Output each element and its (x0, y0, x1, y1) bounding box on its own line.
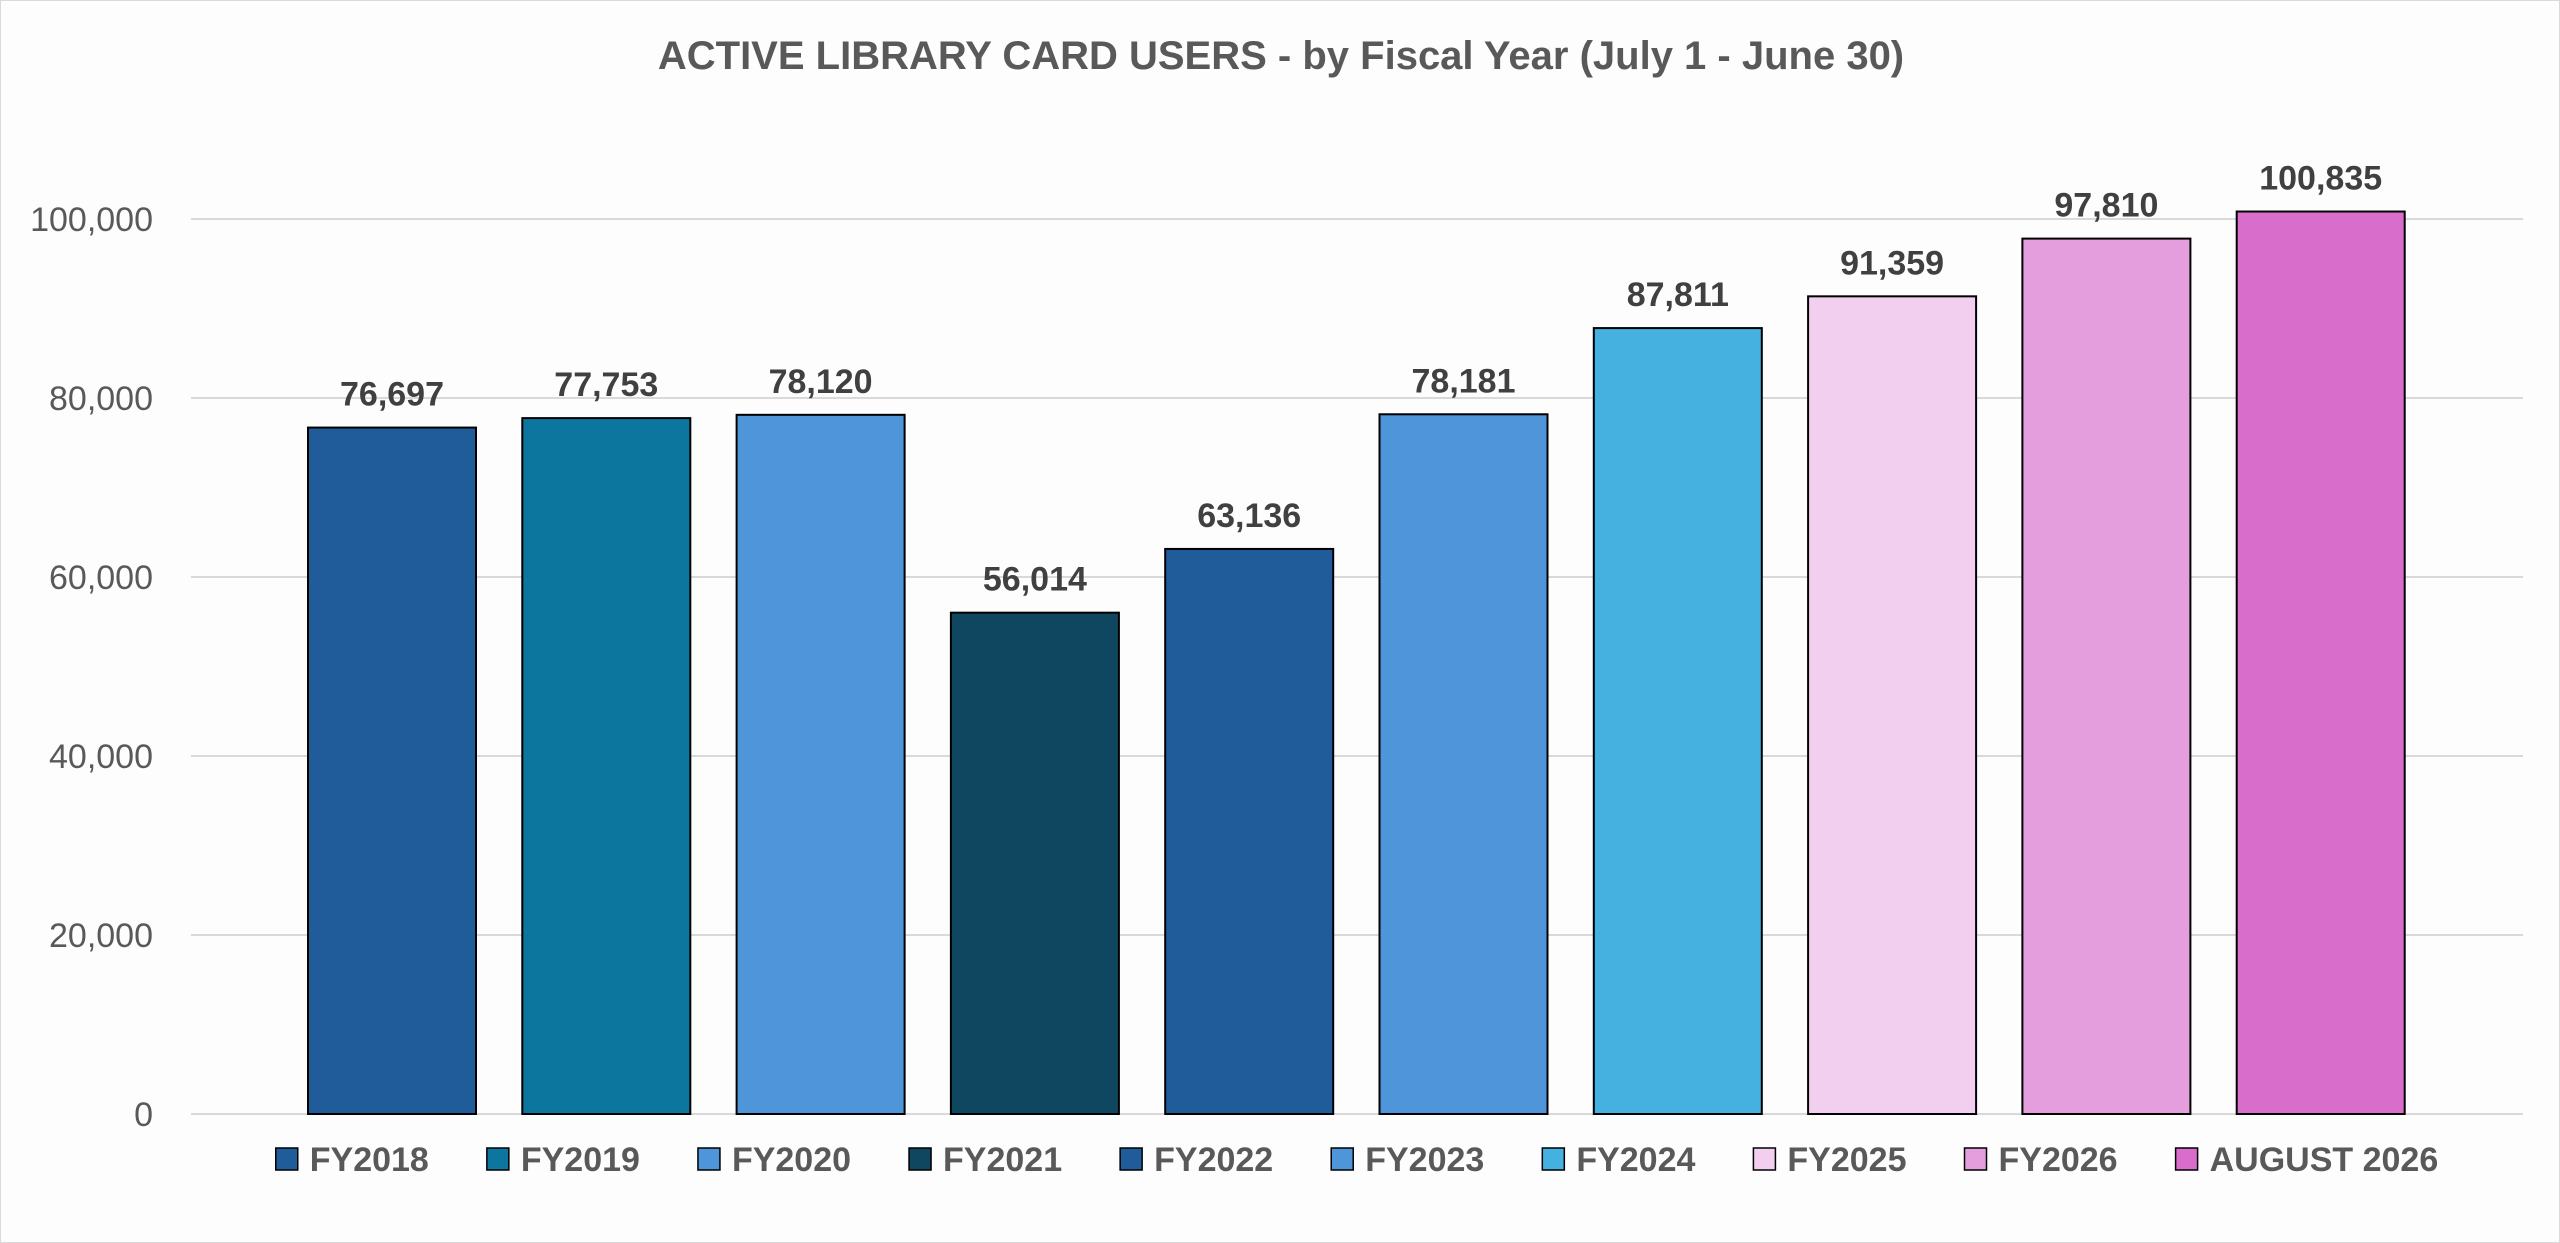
bar-fy2023 (1378, 413, 1549, 1116)
bar-fy2021 (949, 611, 1120, 1115)
chart-title: ACTIVE LIBRARY CARD USERS - by Fiscal Ye… (658, 34, 1904, 78)
bar-fy2026 (2021, 237, 2192, 1115)
bar-fy2019 (521, 417, 692, 1115)
legend-label: FY2020 (732, 1141, 851, 1179)
bar-fy2025 (1807, 295, 1978, 1115)
legend-label: FY2026 (1999, 1141, 2118, 1179)
legend-swatch (486, 1147, 510, 1171)
legend-label: FY2024 (1576, 1141, 1695, 1179)
data-label: 56,014 (983, 561, 1087, 599)
bar-fy2024 (1592, 327, 1763, 1115)
data-label: 78,181 (1412, 362, 1516, 400)
data-labels: 76,697 77,753 78,120 56,014 63,136 78,181 87,8… (340, 160, 2382, 599)
data-label: 87,811 (1627, 276, 1729, 314)
y-tick-label: 80,000 (49, 380, 153, 418)
data-label: 97,810 (2054, 187, 2158, 225)
bar-fy2022 (1164, 547, 1335, 1115)
legend-swatch (697, 1147, 721, 1171)
data-label: 91,359 (1840, 244, 1944, 282)
legend-swatch (1963, 1147, 1988, 1171)
legend: FY2018 FY2019 FY2020 FY2021 FY2022 FY2023 FY20… (275, 1141, 2439, 1179)
data-label: 100,835 (2259, 160, 2382, 198)
legend-label: FY2025 (1787, 1141, 1906, 1179)
legend-label: FY2019 (521, 1141, 640, 1179)
bar-august-2026 (2235, 210, 2406, 1116)
legend-swatch (908, 1147, 932, 1171)
y-axis: 0 20,000 40,000 60,000 80,000 100,000 (30, 201, 153, 1134)
legend-label: FY2023 (1365, 1141, 1484, 1179)
data-label: 77,753 (554, 366, 658, 404)
legend-label: AUGUST 2026 (2210, 1141, 2439, 1179)
bar-fy2018 (307, 426, 477, 1116)
legend-label: FY2021 (943, 1141, 1062, 1179)
y-tick-label: 40,000 (49, 738, 153, 776)
legend-swatch (1330, 1147, 1354, 1171)
bars (307, 210, 2406, 1116)
y-tick-label: 60,000 (49, 559, 153, 597)
legend-swatch (275, 1147, 299, 1171)
y-tick-label: 20,000 (49, 917, 153, 955)
legend-swatch (1119, 1147, 1143, 1171)
data-label: 78,120 (769, 363, 873, 401)
legend-label: FY2018 (310, 1141, 429, 1179)
y-tick-label: 0 (134, 1096, 153, 1134)
legend-swatch (1541, 1147, 1566, 1171)
y-tick-label: 100,000 (30, 201, 153, 239)
data-label: 76,697 (340, 376, 444, 414)
legend-swatch (1752, 1147, 1777, 1171)
bar-fy2020 (735, 413, 906, 1115)
legend-swatch (2174, 1147, 2199, 1171)
legend-label: FY2022 (1154, 1141, 1273, 1179)
data-label: 63,136 (1197, 497, 1301, 535)
